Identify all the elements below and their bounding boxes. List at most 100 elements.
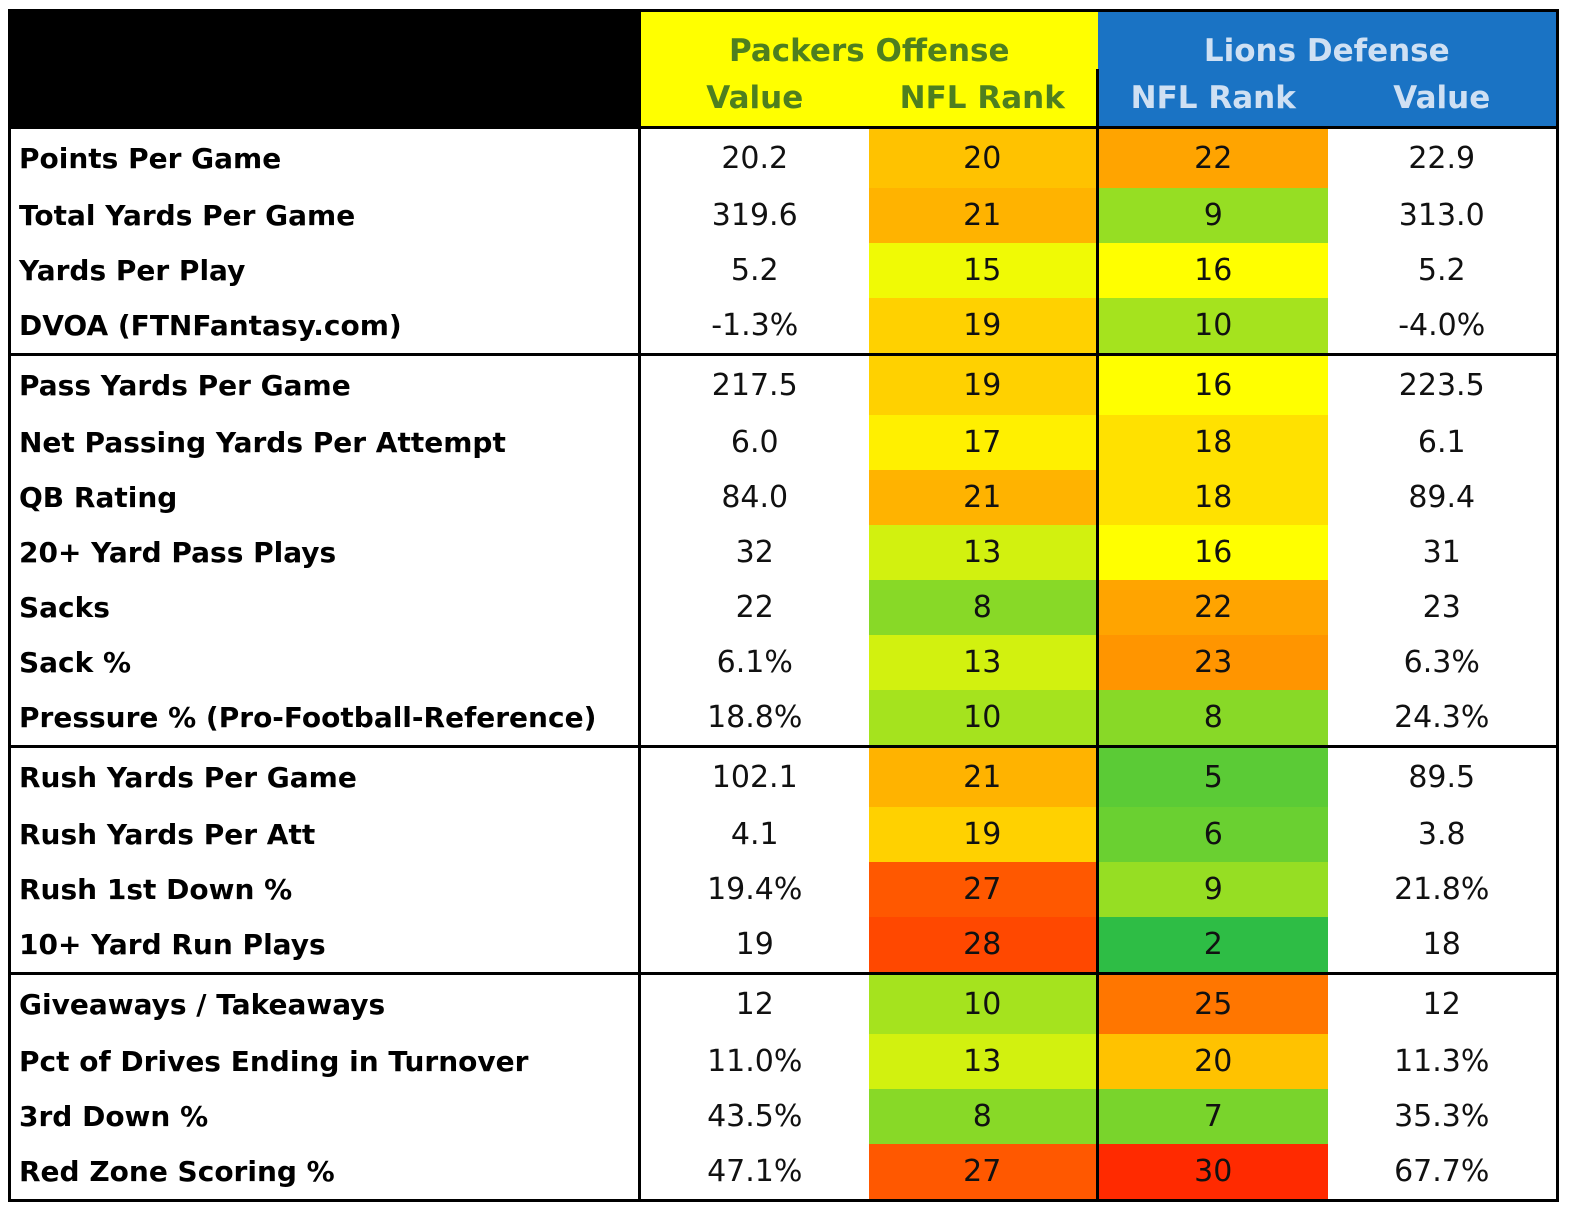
packers-value: 18.8% bbox=[707, 700, 803, 735]
packers-value: 4.1 bbox=[730, 817, 779, 852]
table-row: Rush 1st Down % 19.4% 27 9 21.8% bbox=[9, 862, 1558, 917]
table-row: Rush Yards Per Att 4.1 19 6 3.8 bbox=[9, 807, 1558, 862]
packers-value: 11.0% bbox=[707, 1044, 803, 1079]
packers-value: 43.5% bbox=[707, 1099, 803, 1134]
packers-value: 6.0 bbox=[730, 425, 779, 460]
stat-label: DVOA (FTNFantasy.com) bbox=[9, 298, 641, 355]
lions-value: 5.2 bbox=[1417, 253, 1466, 288]
packers-rank: 8 bbox=[868, 580, 1099, 635]
stat-label: Giveaways / Takeaways bbox=[9, 972, 641, 1034]
lions-value-header: Value bbox=[1327, 69, 1558, 128]
header-corner bbox=[9, 10, 641, 128]
stat-label: Points Per Game bbox=[9, 126, 641, 188]
lions-rank: 20 bbox=[1097, 1034, 1328, 1089]
packers-rank: 13 bbox=[868, 525, 1099, 580]
matchup-stats-table: Packers Offense Lions Defense Value NFL … bbox=[8, 9, 1559, 1202]
lions-value: 23 bbox=[1422, 590, 1461, 625]
packers-value-header: Value bbox=[639, 69, 869, 128]
stat-label: QB Rating bbox=[9, 470, 641, 525]
packers-rank: 13 bbox=[868, 1034, 1099, 1089]
stat-label: Net Passing Yards Per Attempt bbox=[9, 415, 641, 470]
stat-label: Yards Per Play bbox=[9, 243, 641, 298]
packers-value: 22 bbox=[735, 590, 774, 625]
lions-value: 313.0 bbox=[1398, 198, 1485, 233]
lions-rank: 30 bbox=[1097, 1144, 1328, 1201]
packers-rank: 13 bbox=[868, 635, 1099, 690]
packers-rank: 10 bbox=[868, 972, 1099, 1034]
stat-label: Pass Yards Per Game bbox=[9, 353, 641, 415]
table-row: Sack % 6.1% 13 23 6.3% bbox=[9, 635, 1558, 690]
packers-rank: 21 bbox=[868, 188, 1099, 243]
lions-value: 21.8% bbox=[1394, 872, 1490, 907]
lions-value: -4.0% bbox=[1398, 308, 1486, 343]
lions-value: 31 bbox=[1422, 535, 1461, 570]
lions-value: 22.9 bbox=[1327, 126, 1558, 188]
lions-rank: 16 bbox=[1097, 243, 1328, 298]
table-row: Pass Yards Per Game 217.5 19 16 223.5 bbox=[9, 353, 1558, 415]
lions-rank: 18 bbox=[1097, 415, 1328, 470]
table-row: Pct of Drives Ending in Turnover 11.0% 13 2… bbox=[9, 1034, 1558, 1089]
packers-value: 47.1% bbox=[707, 1154, 803, 1189]
table-row: DVOA (FTNFantasy.com) -1.3% 19 10 -4.0% bbox=[9, 298, 1558, 355]
lions-rank: 8 bbox=[1097, 690, 1328, 747]
stat-label: 3rd Down % bbox=[9, 1089, 641, 1144]
lions-value: 18 bbox=[1422, 927, 1461, 962]
lions-rank: 2 bbox=[1097, 917, 1328, 974]
packers-value: 319.6 bbox=[711, 198, 798, 233]
table-row: Total Yards Per Game 319.6 21 9 313.0 bbox=[9, 188, 1558, 243]
lions-rank-header: NFL Rank bbox=[1096, 69, 1328, 128]
lions-value: 12 bbox=[1327, 972, 1558, 1034]
packers-value: 6.1% bbox=[716, 645, 793, 680]
lions-rank: 25 bbox=[1097, 972, 1328, 1034]
packers-offense-title: Packers Offense bbox=[639, 10, 1098, 69]
lions-value: 89.5 bbox=[1327, 745, 1558, 807]
table-row: 10+ Yard Run Plays 19 28 2 18 bbox=[9, 917, 1558, 974]
stat-label: 10+ Yard Run Plays bbox=[9, 917, 641, 974]
stat-label: Rush Yards Per Game bbox=[9, 745, 641, 807]
lions-rank: 6 bbox=[1097, 807, 1328, 862]
lions-value: 3.8 bbox=[1417, 817, 1466, 852]
table-row: Points Per Game 20.2 20 22 22.9 bbox=[9, 126, 1558, 188]
header-row-columns: Value NFL Rank NFL Rank Value bbox=[10, 69, 1558, 128]
packers-rank: 27 bbox=[868, 862, 1099, 917]
lions-defense-title: Lions Defense bbox=[1097, 10, 1558, 69]
lions-value: 89.4 bbox=[1408, 480, 1476, 515]
packers-value: 84.0 bbox=[721, 480, 789, 515]
table-row: 20+ Yard Pass Plays 32 13 16 31 bbox=[9, 525, 1558, 580]
lions-rank: 18 bbox=[1097, 470, 1328, 525]
stat-label: Pressure % (Pro-Football-Reference) bbox=[9, 690, 641, 747]
lions-rank: 22 bbox=[1097, 580, 1328, 635]
lions-rank: 7 bbox=[1097, 1089, 1328, 1144]
packers-rank: 15 bbox=[868, 243, 1099, 298]
lions-rank: 22 bbox=[1097, 126, 1328, 188]
packers-value: 12 bbox=[639, 972, 869, 1034]
lions-rank: 10 bbox=[1097, 298, 1328, 355]
lions-rank: 16 bbox=[1097, 353, 1328, 415]
table-row: Giveaways / Takeaways 12 10 25 12 bbox=[9, 972, 1558, 1034]
lions-value: 6.1 bbox=[1417, 425, 1466, 460]
stat-label: Red Zone Scoring % bbox=[9, 1144, 641, 1201]
packers-value: -1.3% bbox=[711, 308, 799, 343]
lions-rank: 23 bbox=[1097, 635, 1328, 690]
packers-rank: 20 bbox=[868, 126, 1099, 188]
stat-label: Pct of Drives Ending in Turnover bbox=[9, 1034, 641, 1089]
lions-rank: 16 bbox=[1097, 525, 1328, 580]
packers-rank: 8 bbox=[868, 1089, 1099, 1144]
table-row: QB Rating 84.0 21 18 89.4 bbox=[9, 470, 1558, 525]
packers-rank: 10 bbox=[868, 690, 1099, 747]
lions-value: 67.7% bbox=[1394, 1154, 1490, 1189]
packers-rank: 21 bbox=[868, 470, 1099, 525]
packers-rank: 19 bbox=[868, 298, 1099, 355]
packers-rank: 27 bbox=[868, 1144, 1099, 1201]
lions-value: 223.5 bbox=[1327, 353, 1558, 415]
packers-rank: 21 bbox=[868, 745, 1099, 807]
lions-rank: 5 bbox=[1097, 745, 1328, 807]
header-row-titles: Packers Offense Lions Defense bbox=[9, 10, 1558, 128]
packers-rank: 19 bbox=[868, 807, 1099, 862]
stat-label: Sack % bbox=[9, 635, 641, 690]
packers-value: 19 bbox=[735, 927, 774, 962]
lions-value: 35.3% bbox=[1394, 1099, 1490, 1134]
packers-value: 32 bbox=[735, 535, 774, 570]
stat-label: 20+ Yard Pass Plays bbox=[9, 525, 641, 580]
packers-value: 217.5 bbox=[639, 353, 869, 415]
